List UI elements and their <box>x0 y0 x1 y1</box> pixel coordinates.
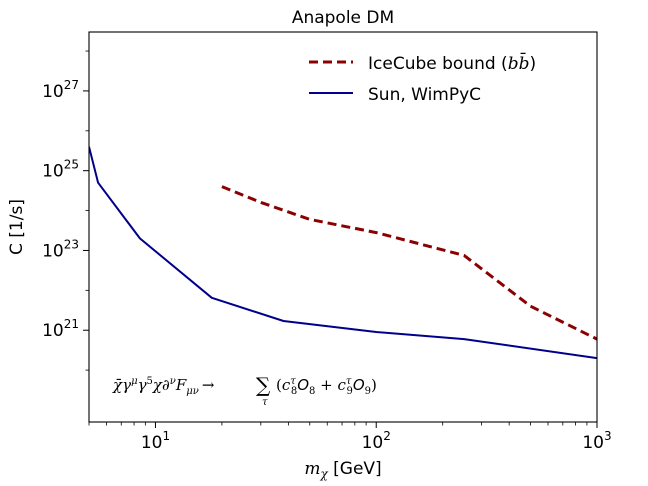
svg-text:χ̄γμγ5χ∂νFμν→: χ̄γμγ5χ∂νFμν → <box>112 376 215 397</box>
y-tick-label: 1023 <box>42 237 79 261</box>
y-tick-label: 1021 <box>42 317 79 341</box>
y-tick-label: 1027 <box>42 78 79 102</box>
series-line-icecube <box>221 185 597 341</box>
y-tick-label: 1025 <box>42 158 79 182</box>
x-tick-label: 103 <box>582 429 611 453</box>
x-tick-label: 101 <box>141 429 170 453</box>
legend: IceCube bound (bb̄) Sun, WimPyC <box>309 51 536 105</box>
chart-title: Anapole DM <box>292 8 394 28</box>
x-axis-label: mχ [GeV] <box>304 459 381 481</box>
x-tick-label: 102 <box>362 429 391 453</box>
legend-label-sun: Sun, WimPyC <box>368 85 481 105</box>
y-axis-label: C [1/s] <box>7 199 27 255</box>
series-line-sun <box>89 146 597 360</box>
series-layer <box>89 146 597 360</box>
operator-annotation: χ̄γμγ5χ∂νFμν → ∑ τ (cτ 8O8 + cτ 9O9) <box>112 373 377 408</box>
svg-text:τ: τ <box>262 397 268 408</box>
plot-frame <box>88 31 598 423</box>
ticks-layer: 101 102 103 1021 1023 1025 1027 <box>42 50 612 453</box>
svg-text:∑: ∑ <box>256 373 271 397</box>
legend-label-icecube: IceCube bound (bb̄) <box>368 51 536 74</box>
